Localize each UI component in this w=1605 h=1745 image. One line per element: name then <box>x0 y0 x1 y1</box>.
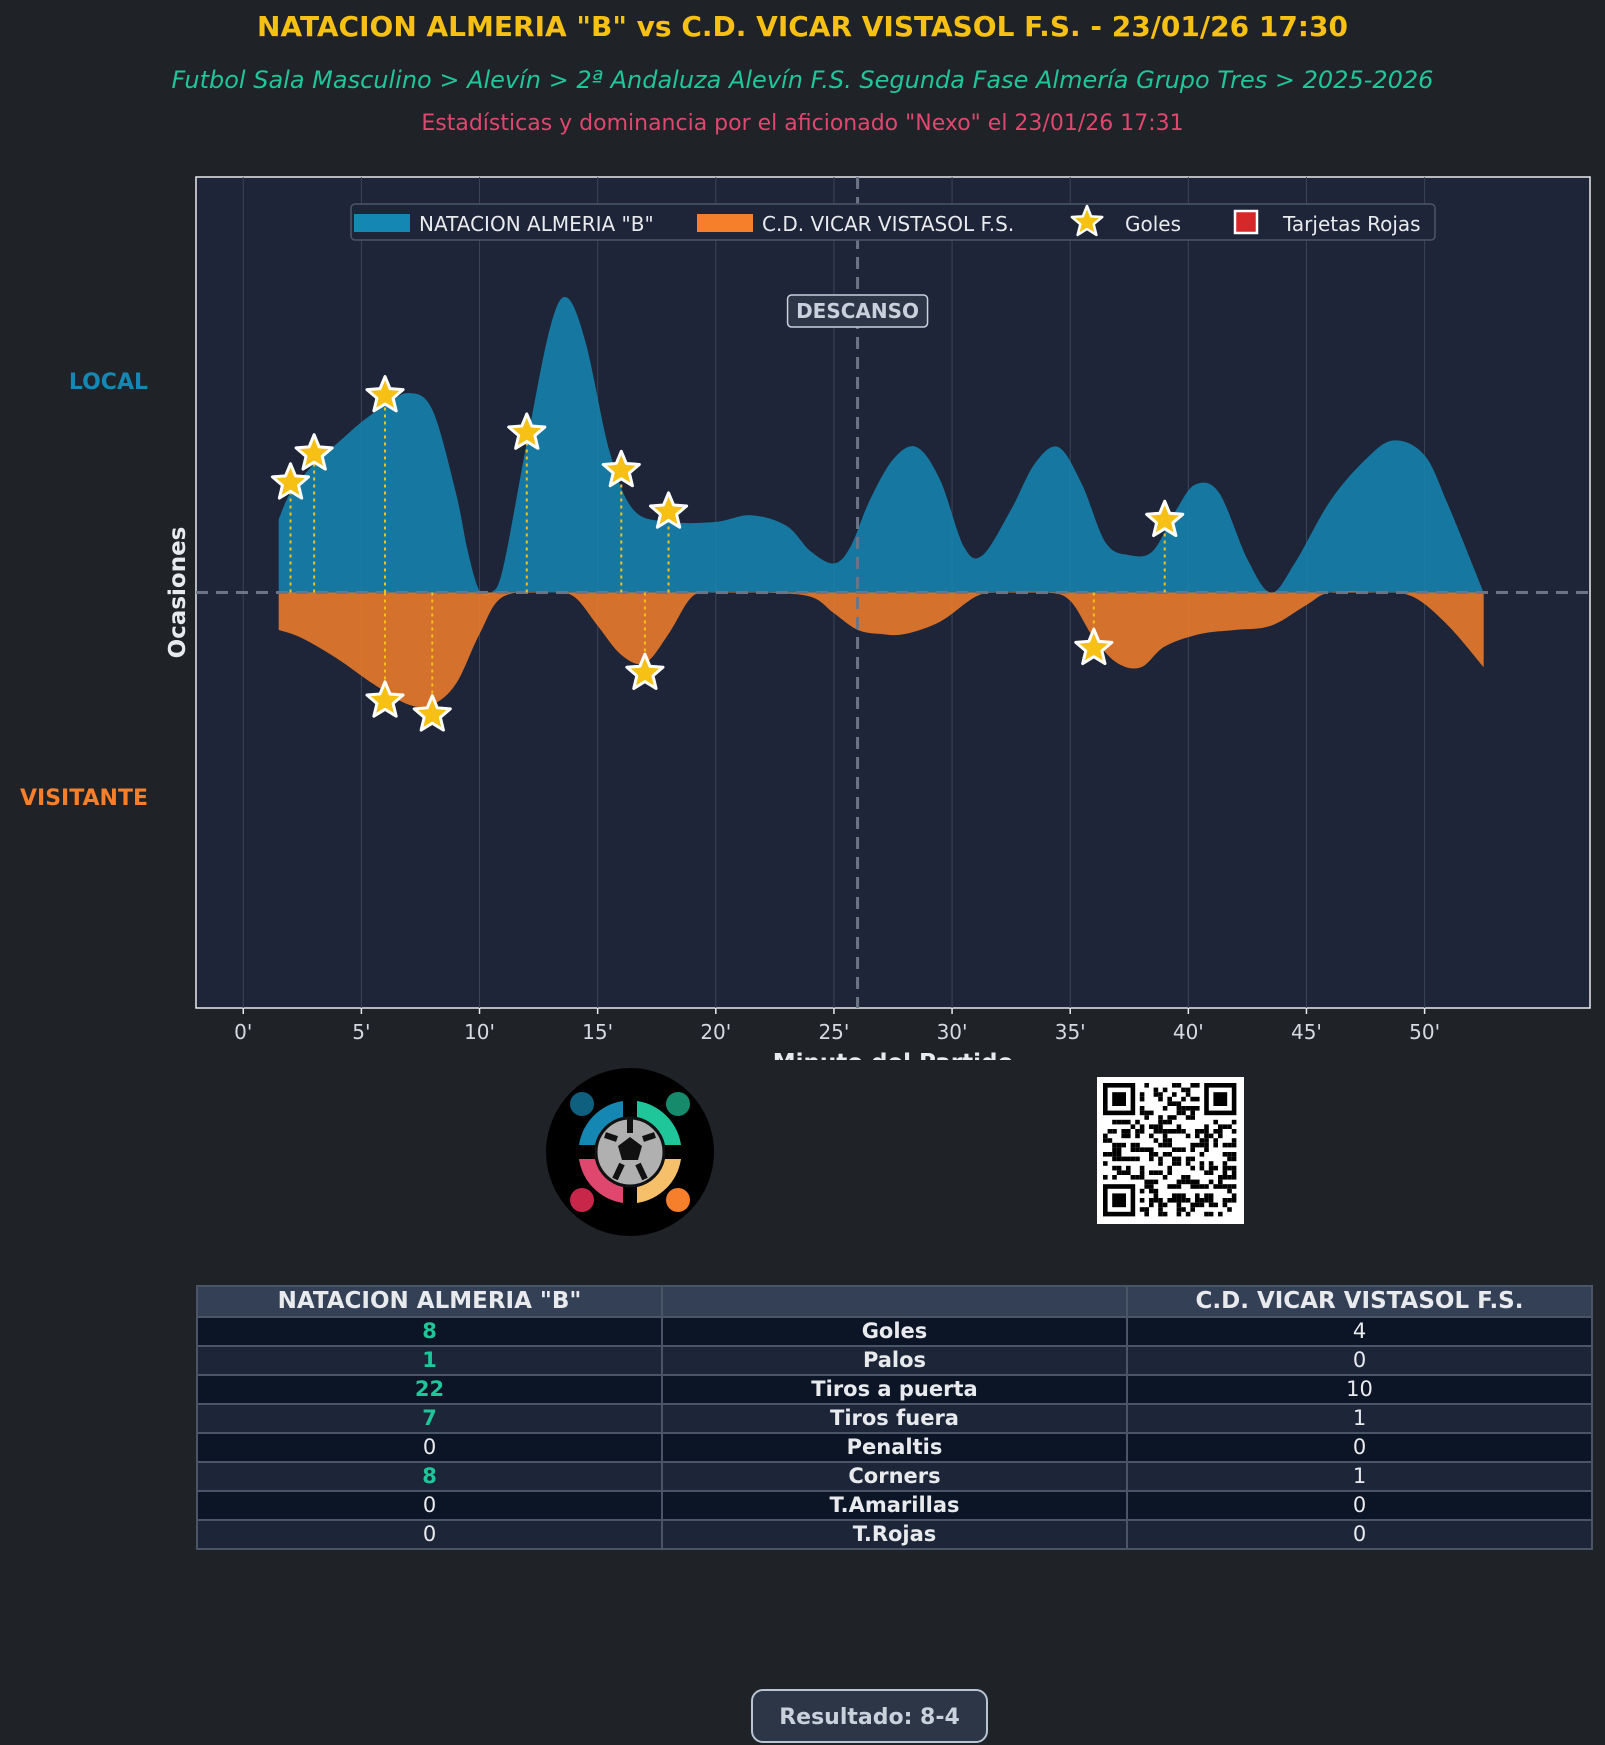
stat-local-value: 0 <box>196 1519 663 1550</box>
goal-local-star-icon <box>1145 499 1185 538</box>
match-title: NATACION ALMERIA "B" vs C.D. VICAR VISTA… <box>257 10 1348 43</box>
legend-label-visitor: C.D. VICAR VISTASOL F.S. <box>762 212 1014 236</box>
goal-local-star-icon <box>507 412 547 450</box>
qr-code[interactable] <box>1097 1077 1244 1224</box>
stats-row: 0 Penaltis 0 <box>196 1432 1593 1463</box>
stat-local-value: 8 <box>196 1461 663 1492</box>
stat-visitor-value: 0 <box>1126 1490 1593 1521</box>
goal-visitor-star-icon <box>625 652 665 691</box>
local-team-header: NATACION ALMERIA "B" <box>196 1285 663 1318</box>
stat-local-value: 0 <box>196 1490 663 1521</box>
stats-row: 8 Goles 4 <box>196 1316 1593 1347</box>
halftime-label-box <box>786 294 929 328</box>
stats-credit: Estadísticas y dominancia por el aficion… <box>421 111 1184 136</box>
x-tick-label: 45' <box>1291 1020 1322 1044</box>
stats-row: 0 T.Amarillas 0 <box>196 1490 1593 1521</box>
stat-metric-name: Tiros a puerta <box>661 1374 1128 1405</box>
stat-metric-name: Penaltis <box>661 1432 1128 1463</box>
stat-visitor-value: 0 <box>1126 1345 1593 1376</box>
stat-local-value: 8 <box>196 1316 663 1347</box>
goal-local-star-icon <box>601 449 641 488</box>
legend-swatch-local <box>354 214 410 232</box>
stats-row: 1 Palos 0 <box>196 1345 1593 1376</box>
x-tick-label: 20' <box>700 1020 731 1044</box>
x-tick-label: 0' <box>234 1020 252 1044</box>
visitor-area-series <box>278 591 1484 708</box>
goal-visitor-star-icon <box>412 694 452 732</box>
club-logo <box>545 1067 715 1237</box>
stat-local-value: 22 <box>196 1374 663 1405</box>
stat-metric-name: T.Amarillas <box>661 1490 1128 1521</box>
legend-goal-star-icon <box>1070 204 1104 237</box>
stat-metric-name: Corners <box>661 1461 1128 1492</box>
x-tick-label: 25' <box>818 1020 849 1044</box>
stats-row: 8 Corners 1 <box>196 1461 1593 1492</box>
goal-local-star-icon <box>648 491 689 529</box>
local-side-label: LOCAL <box>68 370 148 395</box>
legend-label-red-cards: Tarjetas Rojas <box>1282 212 1421 236</box>
x-tick-label: 40' <box>1173 1020 1204 1044</box>
stat-local-value: 7 <box>196 1403 663 1434</box>
stat-metric-name: Palos <box>661 1345 1128 1376</box>
stat-local-value: 1 <box>196 1345 663 1376</box>
x-axis-label: Minuto del Partido <box>773 1050 1014 1060</box>
stat-visitor-value: 1 <box>1126 1403 1593 1434</box>
legend-label-goals: Goles <box>1125 212 1181 236</box>
visitor-team-header: C.D. VICAR VISTASOL F.S. <box>1126 1285 1593 1318</box>
goal-local-star-icon <box>365 375 405 413</box>
stat-visitor-value: 0 <box>1126 1432 1593 1463</box>
stat-metric-name: T.Rojas <box>661 1519 1128 1550</box>
stats-row: 7 Tiros fuera 1 <box>196 1403 1593 1434</box>
halftime-label: DESCANSO <box>796 299 919 323</box>
x-tick-label: 30' <box>937 1020 968 1044</box>
y-axis-label: Ocasiones <box>165 527 191 659</box>
stat-metric-name: Tiros fuera <box>661 1403 1128 1434</box>
legend-red-card-icon <box>1233 209 1259 235</box>
stat-visitor-value: 10 <box>1126 1374 1593 1405</box>
x-tick-label: 35' <box>1055 1020 1086 1044</box>
stat-visitor-value: 1 <box>1126 1461 1593 1492</box>
stats-row: 0 T.Rojas 0 <box>196 1519 1593 1550</box>
competition-breadcrumb: Futbol Sala Masculino > Alevín > 2ª Anda… <box>171 66 1434 94</box>
x-tick-label: 10' <box>464 1020 495 1044</box>
legend-label-local: NATACION ALMERIA "B" <box>419 212 654 236</box>
goal-visitor-star-icon <box>1074 627 1114 666</box>
local-area-series <box>278 296 1484 596</box>
metric-header <box>661 1285 1128 1318</box>
goal-local-star-icon <box>270 462 311 500</box>
stats-header-row: NATACION ALMERIA "B" C.D. VICAR VISTASOL… <box>196 1285 1593 1318</box>
goal-visitor-star-icon <box>365 680 405 718</box>
stats-row: 22 Tiros a puerta 10 <box>196 1374 1593 1405</box>
x-tick-label: 15' <box>582 1020 613 1044</box>
x-tick-label: 5' <box>352 1020 370 1044</box>
result-badge: Resultado: 8-4 <box>751 1689 988 1743</box>
dominance-chart: DESCANSO NATACION ALMERIA "B" C.D. VICAR V… <box>165 176 1591 1060</box>
goal-local-star-icon <box>294 433 334 471</box>
legend-box <box>350 203 1436 241</box>
stat-local-value: 0 <box>196 1432 663 1463</box>
stats-table: NATACION ALMERIA "B" C.D. VICAR VISTASOL… <box>196 1285 1593 1550</box>
legend-swatch-visitor <box>697 214 753 232</box>
stat-metric-name: Goles <box>661 1316 1128 1347</box>
stat-visitor-value: 4 <box>1126 1316 1593 1347</box>
visitor-side-label: VISITANTE <box>19 786 148 811</box>
stat-visitor-value: 0 <box>1126 1519 1593 1550</box>
x-tick-label: 50' <box>1409 1020 1440 1044</box>
